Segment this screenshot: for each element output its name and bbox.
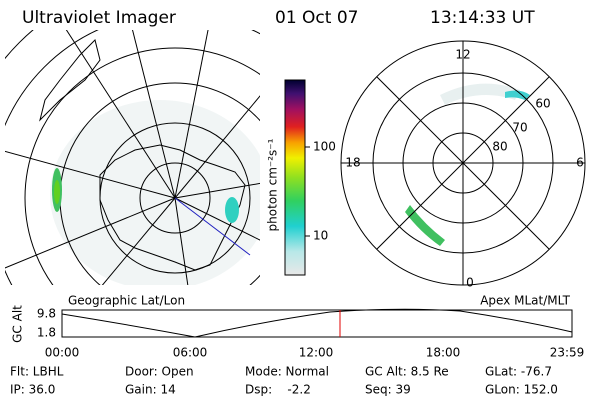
- time: 13:14:33 UT: [430, 8, 535, 28]
- colorbar-label: photon cm⁻²s⁻¹: [266, 138, 280, 231]
- x-tick-label: 12:00: [299, 346, 334, 360]
- colorbar: [284, 79, 306, 276]
- colorbar-tick-label: 10: [313, 229, 328, 243]
- x-tick-label: 00:00: [45, 346, 80, 360]
- mlt-label: 0: [466, 276, 474, 290]
- map-label: Geographic Lat/Lon: [68, 294, 185, 308]
- mlat-label: 70: [512, 121, 527, 135]
- status-field: Flt: LBHL: [10, 365, 64, 379]
- x-tick-label: 23:59: [550, 346, 585, 360]
- status-field: Door: Open: [125, 365, 194, 379]
- y-tick-label: 9.8: [37, 307, 56, 321]
- date: 01 Oct 07: [275, 8, 358, 28]
- polar-plot: 12 18 6 0 60 70 80: [340, 40, 586, 290]
- altitude-plot: 9.8 1.8 GC Alt 00:00 06:00 12:00 18:00 2…: [11, 305, 585, 360]
- mlt-label: 18: [345, 156, 360, 170]
- status-field: Mode: Normal: [245, 365, 329, 379]
- status-panel: Flt: LBHL Door: Open Mode: Normal GC Alt: 8…: [10, 365, 558, 397]
- colorbar-tick-label: 100: [313, 140, 336, 154]
- status-field: Gain: 14: [125, 383, 176, 397]
- status-field: GLon: 152.0: [485, 383, 558, 397]
- x-tick-label: 06:00: [173, 346, 208, 360]
- x-tick-label: 18:00: [426, 346, 461, 360]
- mlat-label: 60: [535, 97, 550, 111]
- geographic-map: [5, 30, 260, 285]
- status-field: Seq: 39: [365, 383, 411, 397]
- polar-label: Apex MLat/MLT: [480, 294, 570, 308]
- status-field: GLat: -76.7: [485, 365, 552, 379]
- mlt-label: 12: [455, 48, 470, 62]
- status-field: Dsp: -2.2: [245, 383, 311, 397]
- y-tick-label: 1.8: [37, 326, 56, 340]
- mlt-label: 6: [576, 156, 584, 170]
- y-axis-label: GC Alt: [11, 305, 25, 343]
- mlat-label: 80: [492, 140, 507, 154]
- status-field: IP: 36.0: [10, 383, 55, 397]
- status-field: GC Alt: 8.5 Re: [365, 365, 449, 379]
- title: Ultraviolet Imager: [22, 8, 176, 28]
